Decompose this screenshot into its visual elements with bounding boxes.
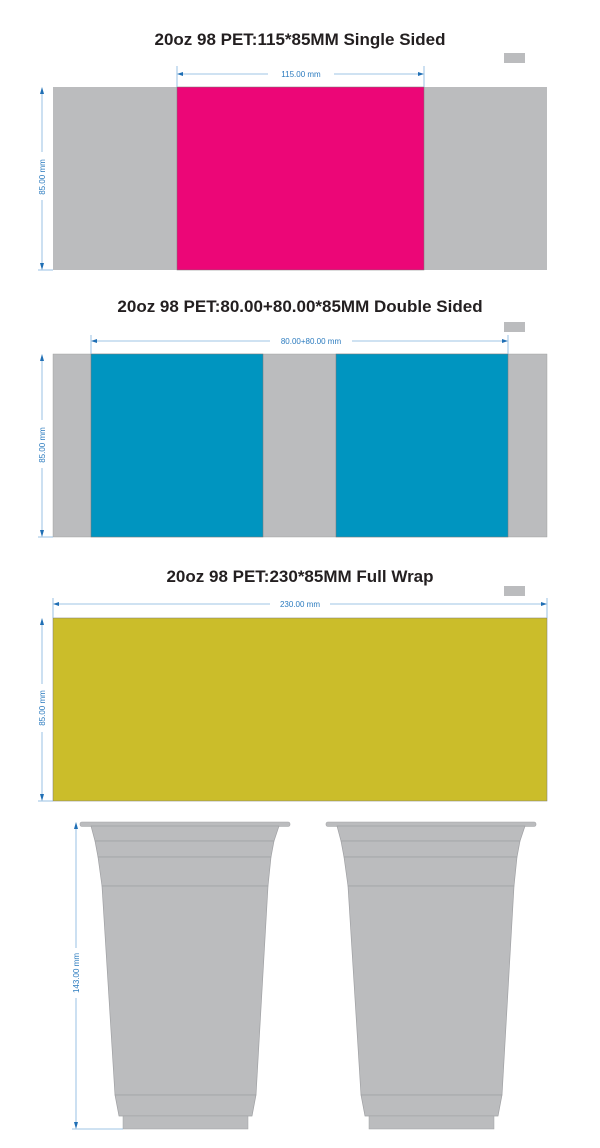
cup-illustration-left: [79, 821, 291, 1130]
print-area-side-1: [90, 353, 264, 538]
height-dimension-label: 85.00 mm: [38, 159, 47, 195]
color-swatch: [504, 586, 525, 596]
section-title-double-sided: 20oz 98 PET:80.00+80.00*85MM Double Side…: [117, 297, 482, 316]
print-area-full-wrap: [52, 617, 548, 802]
print-area-side-2: [335, 353, 509, 538]
section-title-full-wrap: 20oz 98 PET:230*85MM Full Wrap: [166, 567, 433, 586]
print-area-single-sided: [176, 86, 425, 271]
color-swatch: [504, 322, 525, 332]
section-title-single-sided: 20oz 98 PET:115*85MM Single Sided: [154, 30, 445, 49]
color-swatch: [504, 53, 525, 63]
height-dimension-label: 85.00 mm: [38, 427, 47, 463]
width-dimension-label: 230.00 mm: [280, 600, 320, 609]
width-dimension-label: 115.00 mm: [281, 70, 321, 79]
cup-height-dimension-label: 143.00 mm: [72, 953, 81, 993]
height-dimension-label: 85.00 mm: [38, 690, 47, 726]
cup-illustration-right: [325, 821, 537, 1130]
width-dimension-label: 80.00+80.00 mm: [281, 337, 342, 346]
